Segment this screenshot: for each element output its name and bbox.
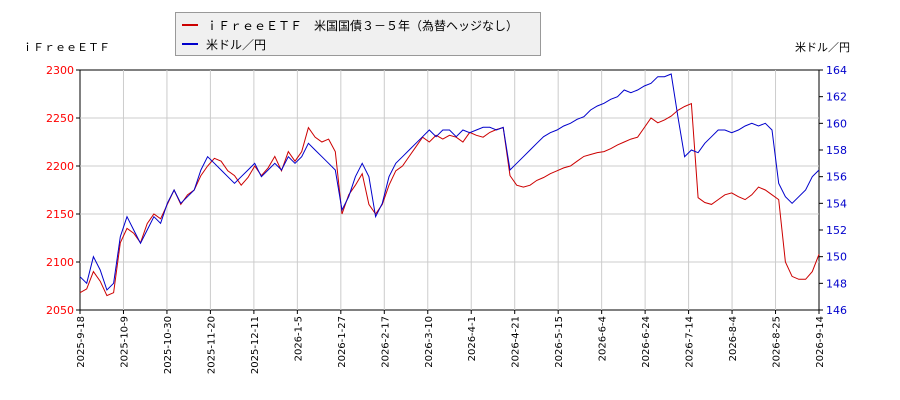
x-axis-tick-label: 2026-3-10 (424, 316, 435, 368)
left-axis-tick-label: 2050 (46, 304, 74, 317)
legend-label-usdjpy: 米ドル／円 (206, 37, 267, 52)
x-axis-tick-label: 2026-4-1 (467, 316, 478, 361)
legend-item-usdjpy: 米ドル／円 (182, 35, 266, 53)
left-axis-tick-label: 2100 (46, 256, 74, 269)
x-axis: 2025-9-18 2025-10-9 2025-10-30 2025-11-20 20… (76, 310, 826, 374)
x-axis-tick-label: 2026-5-15 (554, 316, 565, 368)
x-axis-tick-label: 2026-6-24 (641, 316, 652, 368)
x-axis-tick-label: 2026-8-4 (728, 316, 739, 361)
x-axis-tick-label: 2026-7-14 (685, 316, 696, 368)
right-axis-tick-label: 162 (826, 91, 847, 104)
series-lines (79, 73, 820, 297)
x-axis-tick-label: 2025-10-9 (119, 316, 130, 368)
x-axis-tick-label: 2025-11-20 (206, 316, 217, 374)
legend-item-etf: ｉＦｒｅｅＥＴＦ 米国国債３－５年（為替ヘッジなし） (182, 16, 518, 34)
left-axis-tick-label: 2300 (46, 64, 74, 77)
x-axis-tick-label: 2025-9-18 (76, 316, 87, 368)
x-axis-tick-label: 2026-2-17 (380, 316, 391, 368)
series-line-usdjpy (79, 73, 820, 291)
legend-swatch-usdjpy (182, 43, 198, 45)
right-axis-tick-label: 158 (826, 144, 847, 157)
right-axis: 146 148 150 152 154 156 158 160 162 164 (819, 64, 847, 317)
x-axis-tick-label: 2026-1-5 (293, 316, 304, 361)
right-axis-tick-label: 164 (826, 64, 847, 77)
x-axis-tick-label: 2026-8-25 (772, 316, 783, 368)
right-axis-tick-label: 160 (826, 117, 847, 130)
x-axis-tick-label: 2025-12-11 (250, 316, 261, 374)
right-axis-tick-label: 150 (826, 251, 847, 264)
legend-label-etf: ｉＦｒｅｅＥＴＦ 米国国債３－５年（為替ヘッジなし） (206, 18, 519, 33)
right-axis-title: 米ドル／円 (795, 41, 850, 54)
left-axis: 2050 2100 2150 2200 2250 2300 (46, 64, 80, 317)
series-line-etf (79, 102, 820, 297)
left-axis-tick-label: 2150 (46, 208, 74, 221)
left-axis-title: ｉＦｒｅｅＥＴＦ (22, 41, 110, 54)
x-axis-tick-label: 2026-4-21 (511, 316, 522, 368)
x-axis-tick-label: 2026-6-4 (598, 316, 609, 361)
left-axis-tick-label: 2250 (46, 112, 74, 125)
legend-swatch-etf (182, 24, 198, 26)
legend: ｉＦｒｅｅＥＴＦ 米国国債３－５年（為替ヘッジなし） 米ドル／円 (175, 12, 541, 56)
left-axis-tick-label: 2200 (46, 160, 74, 173)
plot-area (79, 69, 820, 311)
right-axis-tick-label: 152 (826, 224, 847, 237)
x-axis-tick-label: 2026-1-27 (337, 316, 348, 368)
right-axis-tick-label: 156 (826, 171, 847, 184)
right-axis-tick-label: 148 (826, 277, 847, 290)
x-axis-tick-label: 2026-9-14 (815, 316, 826, 368)
right-axis-tick-label: 146 (826, 304, 847, 317)
right-axis-tick-label: 154 (826, 197, 847, 210)
x-axis-tick-label: 2025-10-30 (163, 316, 174, 374)
